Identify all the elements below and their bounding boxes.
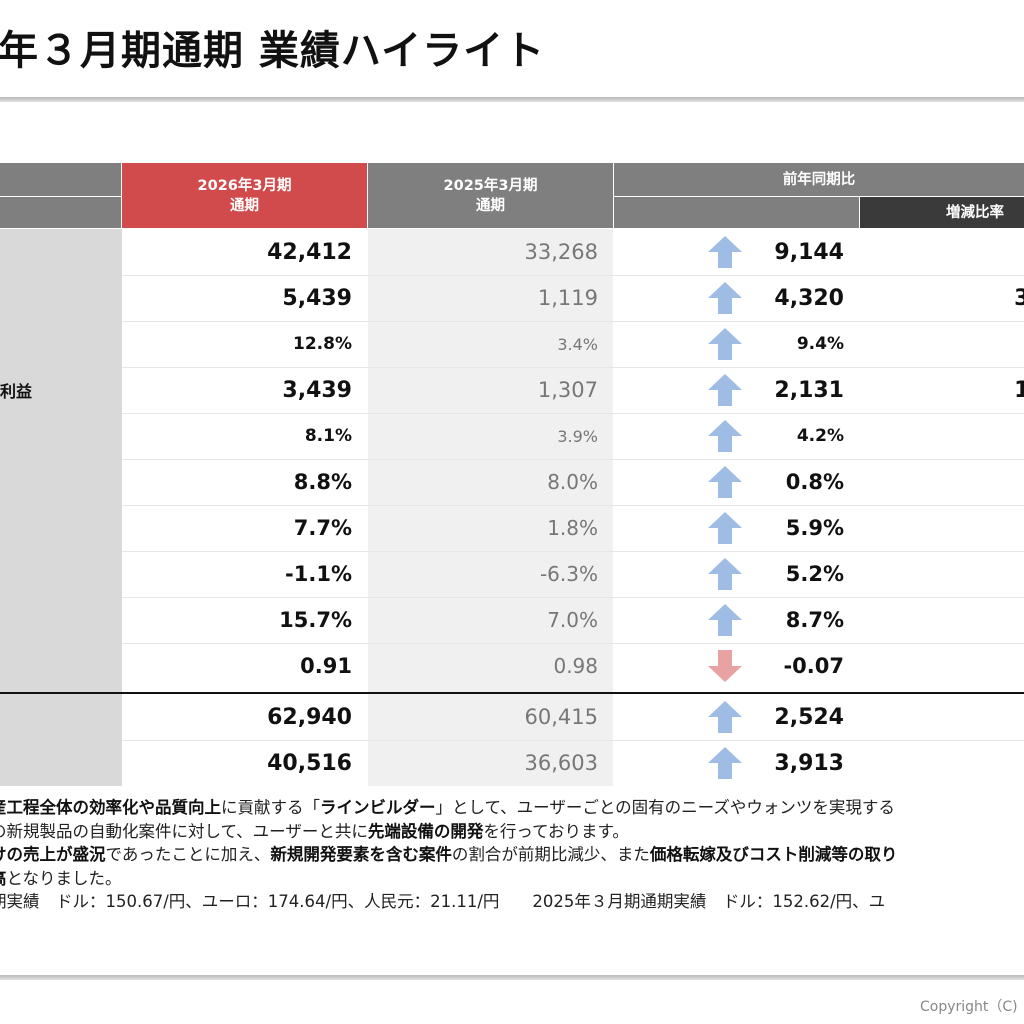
note-line: 期実績 ドル：150.67/円、ユーロ：174.64/円、人民元：21.11/円… bbox=[0, 890, 897, 914]
note-emphasis: 産工程全体の効率化や品質向上 bbox=[0, 798, 221, 817]
arrow-up-icon bbox=[708, 512, 742, 544]
previous-value: -6.3% bbox=[539, 562, 598, 586]
previous-value: 33,268 bbox=[524, 240, 598, 264]
footer-divider bbox=[0, 975, 1024, 980]
note-text: であったことに加え、 bbox=[105, 845, 271, 864]
previous-value: 3.9% bbox=[557, 426, 598, 446]
arrow-up-icon bbox=[708, 374, 742, 406]
diff-value: -0.07 bbox=[783, 654, 844, 678]
arrow-down-icon bbox=[708, 650, 742, 682]
diff-value: 8.7% bbox=[785, 608, 844, 632]
note-line: けの売上が盛況であったことに加え、新規開発要素を含む案件の割合が前期比減少、また… bbox=[0, 843, 897, 867]
previous-value: 1,307 bbox=[537, 378, 598, 402]
header-label-column-lower bbox=[0, 197, 121, 228]
rate-value: 27 bbox=[860, 229, 1024, 275]
row-separator bbox=[122, 413, 1024, 414]
note-line: 高となりました。 bbox=[0, 867, 897, 891]
row-separator bbox=[122, 505, 1024, 506]
note-text: を行っております。 bbox=[483, 821, 629, 841]
current-value: 15.7% bbox=[279, 608, 352, 632]
current-value: 42,412 bbox=[267, 239, 352, 265]
diff-value: 4,320 bbox=[774, 285, 844, 311]
note-line: 産工程全体の効率化や品質向上に貢献する「ラインビルダー」として、ユーザーごとの固… bbox=[0, 796, 897, 820]
arrow-up-icon bbox=[708, 604, 742, 636]
note-text: に貢献する「 bbox=[221, 798, 320, 817]
row-separator bbox=[122, 321, 1024, 322]
title-divider bbox=[0, 97, 1024, 102]
note-emphasis: 高 bbox=[0, 869, 7, 888]
previous-value: 3.4% bbox=[557, 334, 598, 354]
previous-value: 7.0% bbox=[547, 608, 598, 632]
diff-value: 2,131 bbox=[774, 377, 844, 403]
current-value: 7.7% bbox=[293, 516, 352, 540]
copyright: Copyright（C) bbox=[920, 999, 1018, 1015]
arrow-up-icon bbox=[708, 282, 742, 314]
previous-value: 1,119 bbox=[537, 286, 598, 310]
previous-value: 36,603 bbox=[524, 751, 598, 775]
note-emphasis: けの売上が盛況 bbox=[0, 845, 106, 864]
note-text: 期実績 ドル：150.67/円、ユーロ：174.64/円、人民元：21.11/円… bbox=[0, 892, 886, 911]
row-separator bbox=[122, 367, 1024, 368]
header-yoy: 前年同期比 bbox=[614, 163, 1024, 196]
arrow-up-icon bbox=[708, 466, 742, 498]
arrow-up-icon bbox=[708, 558, 742, 590]
header-label-column bbox=[0, 163, 121, 196]
current-value: 3,439 bbox=[282, 377, 352, 403]
previous-value: 1.8% bbox=[547, 516, 598, 540]
header-yoy-diff bbox=[614, 197, 859, 228]
note-emphasis: 価格転嫁及びコスト削減等の取り bbox=[649, 845, 898, 864]
note-emphasis: ラインビルダー bbox=[320, 798, 436, 817]
row-separator bbox=[122, 551, 1024, 552]
note-text: 」として、ユーザーごとの固有のニーズやウォンツを実現する bbox=[435, 798, 895, 817]
diff-value: 5.9% bbox=[785, 516, 844, 540]
diff-value: 2,524 bbox=[774, 704, 844, 730]
header-rate: 増減比率 bbox=[860, 197, 1024, 228]
arrow-up-icon bbox=[708, 420, 742, 452]
current-value: -1.1% bbox=[285, 562, 352, 586]
rate-value: 385 bbox=[1014, 285, 1024, 311]
row-separator bbox=[122, 740, 1024, 741]
diff-value: 3,913 bbox=[774, 750, 844, 776]
row-label: 利益 bbox=[0, 382, 33, 401]
previous-value: 0.98 bbox=[553, 654, 598, 678]
previous-value: 8.0% bbox=[547, 470, 598, 494]
current-value: 62,940 bbox=[267, 704, 352, 730]
notes: 産工程全体の効率化や品質向上に貢献する「ラインビルダー」として、ユーザーごとの固… bbox=[0, 796, 897, 914]
diff-value: 9,144 bbox=[774, 239, 844, 265]
previous-value: 60,415 bbox=[524, 705, 598, 729]
current-value: 8.8% bbox=[293, 470, 352, 494]
page-title: 年３月期通期 業績ハイライト bbox=[0, 28, 546, 74]
rate-value: 163 bbox=[1014, 377, 1024, 403]
diff-value: 0.8% bbox=[785, 470, 844, 494]
arrow-up-icon bbox=[708, 328, 742, 360]
rate-value: 4 bbox=[860, 694, 1024, 740]
row-separator bbox=[122, 275, 1024, 276]
current-value: 8.1% bbox=[304, 426, 352, 446]
current-value: 40,516 bbox=[267, 750, 352, 776]
arrow-up-icon bbox=[708, 747, 742, 779]
row-separator bbox=[122, 643, 1024, 644]
header-current-period: 2026年3月期 通期 bbox=[122, 163, 367, 228]
diff-value: 4.2% bbox=[796, 426, 844, 446]
note-text: の割合が前期比減少、また bbox=[451, 845, 650, 864]
note-line: の新規製品の自動化案件に対して、ユーザーと共に先端設備の開発を行っております。 bbox=[0, 820, 897, 844]
current-value: 5,439 bbox=[282, 285, 352, 311]
row-separator bbox=[122, 597, 1024, 598]
current-value: 0.91 bbox=[300, 654, 352, 678]
note-text: の新規製品の自動化案件に対して、ユーザーと共に bbox=[0, 821, 368, 841]
note-text: となりました。 bbox=[6, 868, 122, 888]
row-separator bbox=[122, 459, 1024, 460]
diff-value: 9.4% bbox=[796, 334, 844, 354]
arrow-up-icon bbox=[708, 236, 742, 268]
diff-value: 5.2% bbox=[785, 562, 844, 586]
table-section-divider bbox=[0, 692, 1024, 694]
rate-value: 10 bbox=[860, 740, 1024, 786]
note-emphasis: 先端設備の開発 bbox=[367, 821, 484, 841]
note-emphasis: 新規開発要素を含む案件 bbox=[270, 845, 452, 864]
current-value: 12.8% bbox=[293, 334, 352, 354]
header-previous-period: 2025年3月期 通期 bbox=[368, 163, 613, 228]
label-column bbox=[0, 229, 122, 786]
arrow-up-icon bbox=[708, 701, 742, 733]
